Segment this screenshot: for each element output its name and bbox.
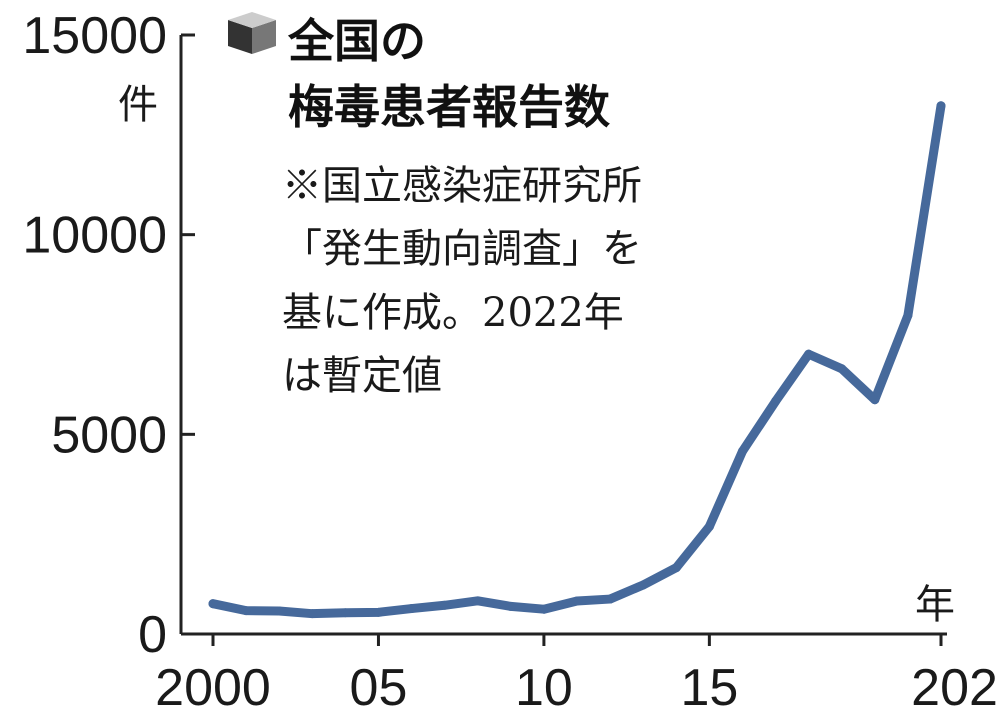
y-tick-label: 15000: [22, 7, 167, 65]
data-point: [936, 101, 946, 111]
data-point: [241, 606, 251, 616]
x-tick-label: 05: [350, 659, 408, 711]
axes: [179, 35, 947, 636]
data-points: [208, 101, 946, 619]
title-marker-icon: [228, 12, 276, 54]
x-tick-label: 2000: [155, 659, 271, 711]
data-point: [870, 395, 880, 405]
data-point: [539, 604, 549, 614]
y-tick-label: 0: [138, 606, 167, 664]
data-point: [473, 596, 483, 606]
data-point: [208, 599, 218, 609]
y-axis-ticks: 0 5000 10000 15000: [22, 7, 195, 664]
data-point: [771, 396, 781, 406]
data-point: [373, 607, 383, 617]
x-tick-label: 15: [680, 659, 738, 711]
data-point: [903, 310, 913, 320]
x-axis-unit: 年: [915, 582, 955, 628]
source-note-line-3: 基に作成。2022年: [282, 290, 624, 336]
data-point: [506, 601, 516, 611]
x-axis-ticks: 2000 05 10 15 2022: [155, 634, 1000, 711]
data-point: [704, 522, 714, 532]
source-note-line-4: は暫定値: [282, 353, 442, 399]
data-point: [340, 608, 350, 618]
data-point: [307, 609, 317, 619]
chart-title-line-1: 全国の: [287, 14, 426, 68]
chart-title-line-2: 梅毒患者報告数: [288, 80, 610, 134]
x-tick-label: 10: [515, 659, 573, 711]
data-point: [804, 349, 814, 359]
data-point: [737, 446, 747, 456]
source-note-line-1: ※国立感染症研究所: [282, 163, 642, 209]
data-point: [440, 600, 450, 610]
data-point: [274, 606, 284, 616]
y-tick-label: 5000: [51, 406, 167, 464]
x-tick-label: 2022: [911, 659, 1000, 711]
data-point: [572, 596, 582, 606]
data-point: [837, 364, 847, 374]
data-point: [671, 563, 681, 573]
data-point: [638, 580, 648, 590]
data-point: [605, 594, 615, 604]
data-point: [407, 604, 417, 614]
source-note-line-2: 「発生動向調査」を: [282, 226, 642, 272]
y-axis-unit: 件: [118, 82, 158, 128]
y-tick-label: 10000: [22, 207, 167, 265]
